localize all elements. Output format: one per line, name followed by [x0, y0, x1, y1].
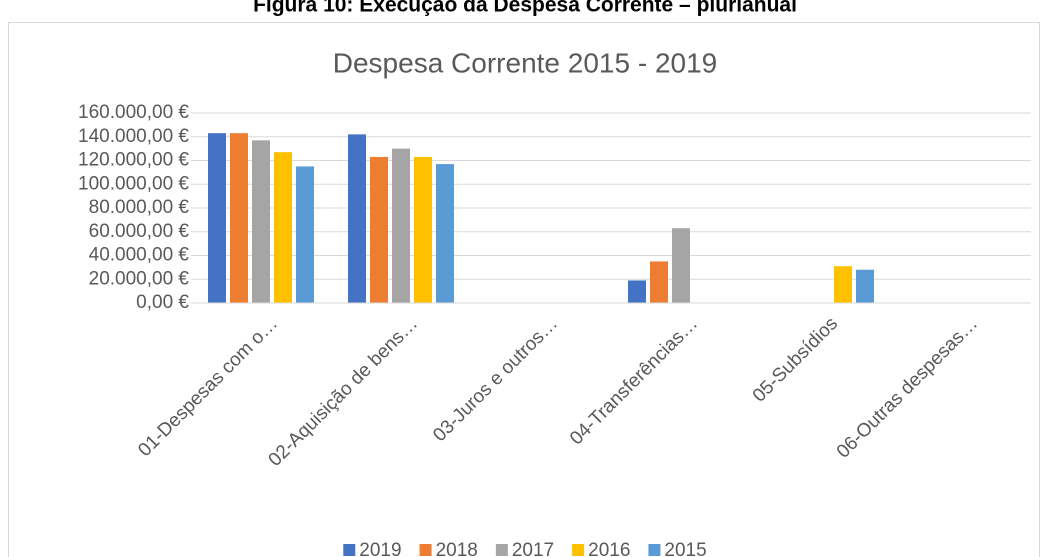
chart-title: Despesa Corrente 2015 - 2019 [333, 47, 717, 78]
bar [296, 166, 314, 303]
bar [252, 140, 270, 303]
legend-label: 2016 [588, 540, 630, 557]
bar [856, 269, 874, 303]
y-tick-label: 60.000,00 € [89, 221, 190, 242]
legend-item: 2015 [648, 540, 707, 557]
y-tick-label: 140.000,00 € [78, 126, 189, 147]
bar [628, 280, 646, 303]
y-tick-label: 0,00 € [136, 292, 189, 313]
y-tick-label: 160.000,00 € [78, 102, 189, 123]
legend-swatch [495, 544, 508, 556]
y-tick-label: 120.000,00 € [78, 150, 189, 171]
bar [208, 133, 226, 303]
y-tick-label: 100.000,00 € [78, 173, 189, 194]
bar [348, 134, 366, 303]
bar [230, 133, 248, 303]
legend-item: 2018 [419, 540, 478, 557]
legend-label: 2019 [359, 540, 401, 557]
bar [650, 261, 668, 303]
bar [370, 156, 388, 303]
legend-item: 2019 [343, 540, 402, 557]
y-tick-label: 80.000,00 € [89, 197, 190, 218]
bar [392, 148, 410, 303]
bar [414, 156, 432, 303]
bar [274, 152, 292, 303]
legend-swatch [343, 544, 356, 556]
bar [672, 228, 690, 303]
legend: 2019 2018 2017 2016 2015 [343, 540, 707, 557]
y-tick-label: 40.000,00 € [89, 245, 190, 266]
legend-swatch [572, 544, 585, 556]
y-tick-label: 20.000,00 € [89, 268, 190, 289]
legend-item: 2017 [495, 540, 554, 557]
legend-swatch [419, 544, 432, 556]
legend-swatch [648, 544, 661, 556]
bar [436, 164, 454, 303]
legend-label: 2018 [436, 540, 478, 557]
figure-caption: Figura 10: Execução da Despesa Corrente … [253, 0, 797, 17]
legend-item: 2016 [572, 540, 630, 557]
legend-label: 2017 [512, 540, 554, 557]
legend-label: 2015 [664, 540, 706, 557]
bar [834, 266, 852, 303]
